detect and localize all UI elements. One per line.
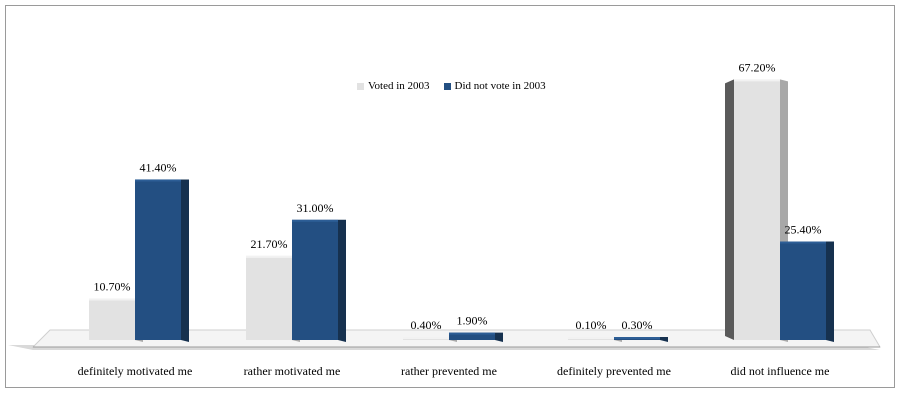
bar-top xyxy=(246,255,292,258)
category-label: rather motivated me xyxy=(244,364,341,378)
data-label: 10.70% xyxy=(94,280,131,294)
bar-top xyxy=(780,241,826,244)
bar-side-did-not-vote xyxy=(660,337,668,342)
bar-top xyxy=(449,332,495,335)
data-label: 0.40% xyxy=(411,318,442,332)
category-label: definitely motivated me xyxy=(78,364,193,378)
bar-did-not-vote xyxy=(292,219,338,340)
bar-did-not-vote xyxy=(135,179,181,340)
bar-voted xyxy=(734,79,780,340)
bar-side-did-not-vote xyxy=(338,219,346,342)
legend-label-voted: Voted in 2003 xyxy=(368,80,430,92)
data-label: 1.90% xyxy=(457,314,488,328)
bar-side-did-not-vote xyxy=(495,332,503,342)
legend-swatch-did-not-vote xyxy=(443,82,451,90)
bar-top xyxy=(292,219,338,222)
bar-top xyxy=(568,337,614,339)
bar-side-did-not-vote xyxy=(826,241,834,342)
legend-swatch-voted xyxy=(357,82,364,90)
legend-label-did-not-vote: Did not vote in 2003 xyxy=(454,80,546,92)
bar-voted xyxy=(89,298,135,340)
data-label: 0.30% xyxy=(622,318,653,332)
bar-did-not-vote xyxy=(449,332,495,340)
data-label: 31.00% xyxy=(297,201,334,215)
chart-legend: Voted in 2003 Did not vote in 2003 xyxy=(357,80,560,92)
data-label: 21.70% xyxy=(251,237,288,251)
data-label: 41.40% xyxy=(140,160,177,174)
category-label: definitely prevented me xyxy=(557,364,671,378)
category-label: rather prevented me xyxy=(401,364,497,378)
data-label: 67.20% xyxy=(739,60,776,74)
bar-top xyxy=(403,337,449,339)
bar-top xyxy=(734,79,780,82)
bar-voted xyxy=(246,255,292,340)
bar-edge xyxy=(725,79,734,340)
legend-item-voted: Voted in 2003 xyxy=(357,80,430,92)
bar-side-did-not-vote xyxy=(181,179,189,342)
data-label: 25.40% xyxy=(785,223,822,237)
bar-top xyxy=(135,179,181,182)
bar-did-not-vote xyxy=(780,241,826,340)
data-label: 0.10% xyxy=(576,318,607,332)
category-label: did not influence me xyxy=(731,364,830,378)
bar-top xyxy=(89,298,135,301)
legend-item-did-not-vote: Did not vote in 2003 xyxy=(443,80,546,92)
bar-top xyxy=(614,337,660,339)
